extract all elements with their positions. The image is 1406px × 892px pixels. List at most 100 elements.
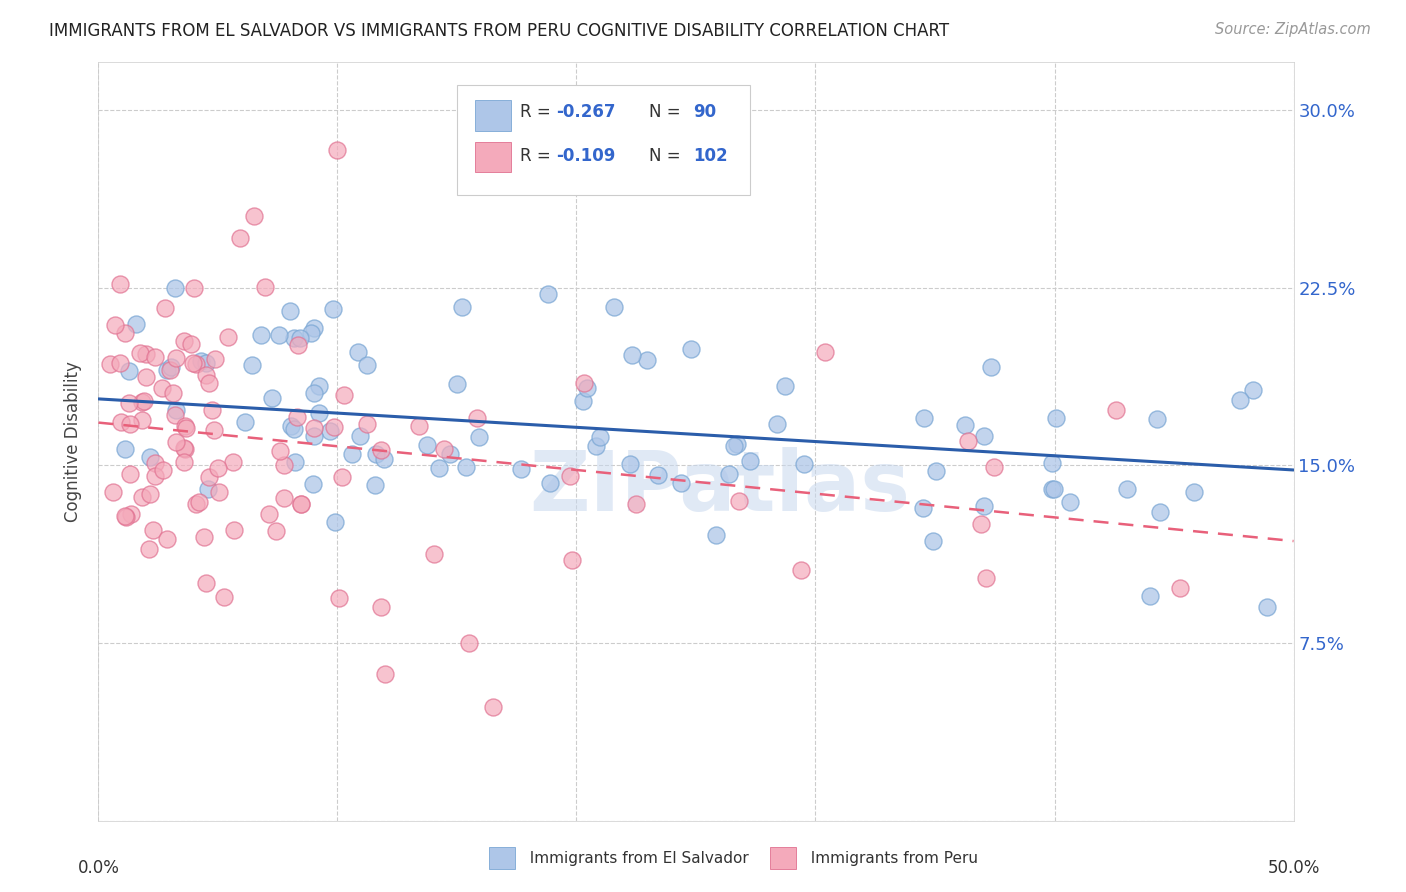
Bar [475,142,510,172]
Point [912,501,935,516]
Point [135,370,157,384]
Point [308,406,330,420]
Point [156,363,179,377]
Point [143,457,166,471]
Point [328,591,350,606]
Point [283,331,305,345]
Point [190,353,212,368]
Point [114,442,136,457]
Point [233,415,256,429]
Point [138,541,160,556]
Point [201,403,224,417]
Point [214,591,236,605]
Point [202,423,225,437]
Point [266,524,288,539]
Point [728,494,751,508]
Point [446,377,468,392]
Point [912,410,935,425]
Point [704,528,727,542]
Point [323,515,346,529]
Point [364,447,387,461]
Point [356,417,378,432]
Point [208,484,231,499]
Point [128,345,150,359]
Point [134,394,156,409]
Point [1149,505,1171,519]
Point [150,381,173,395]
Point [224,523,246,537]
Point [243,210,266,224]
Point [1115,483,1137,497]
Point [340,447,363,461]
Point [613,112,636,127]
Point [131,395,153,409]
Point [669,476,692,491]
Text: Immigrants from Peru: Immigrants from Peru [801,851,979,865]
Point [198,470,221,484]
Point [332,388,354,402]
Point [370,442,392,457]
Point [125,318,148,332]
Point [725,437,748,451]
Point [718,467,741,481]
Point [285,410,308,425]
Point [973,499,995,513]
Point [773,378,796,392]
Point [302,321,325,335]
Point [260,391,283,405]
Point [1139,589,1161,603]
Point [100,357,122,371]
Point [131,412,153,426]
Point [131,490,153,504]
Point [433,442,456,456]
Point [173,334,195,348]
Point [454,459,477,474]
Point [973,428,995,442]
Point [145,350,167,364]
Point [153,301,176,315]
Point [322,301,344,316]
Point [450,300,472,314]
Point [259,507,281,521]
Point [679,343,702,357]
Point [114,508,136,523]
Point [439,447,461,461]
Point [415,437,437,451]
Point [181,356,204,370]
Point [766,417,789,432]
Point [1105,403,1128,417]
Point [195,576,218,591]
Point [173,441,195,455]
Point [267,327,290,342]
Y-axis label: Cognitive Disability: Cognitive Disability [65,361,83,522]
Point [301,476,323,491]
Point [510,461,533,475]
Point [468,430,491,444]
Point [139,487,162,501]
Point [194,355,217,369]
Point [1168,581,1191,595]
Point [165,434,187,449]
Point [465,411,488,425]
Point [1241,383,1264,397]
Bar [475,101,510,130]
Point [970,517,993,532]
Point [1229,392,1251,407]
Point [104,318,127,333]
Point [197,482,219,496]
Point [135,347,157,361]
Point [173,419,195,434]
Point [287,338,309,352]
Point [561,552,583,566]
Point [572,376,595,390]
Text: R =: R = [520,146,557,165]
Point [575,381,598,395]
Point [290,497,312,511]
Point [790,563,813,577]
Point [558,468,581,483]
Point [1059,494,1081,508]
Point [173,455,195,469]
Point [370,599,392,614]
Point [290,331,312,345]
Point [1045,411,1067,425]
